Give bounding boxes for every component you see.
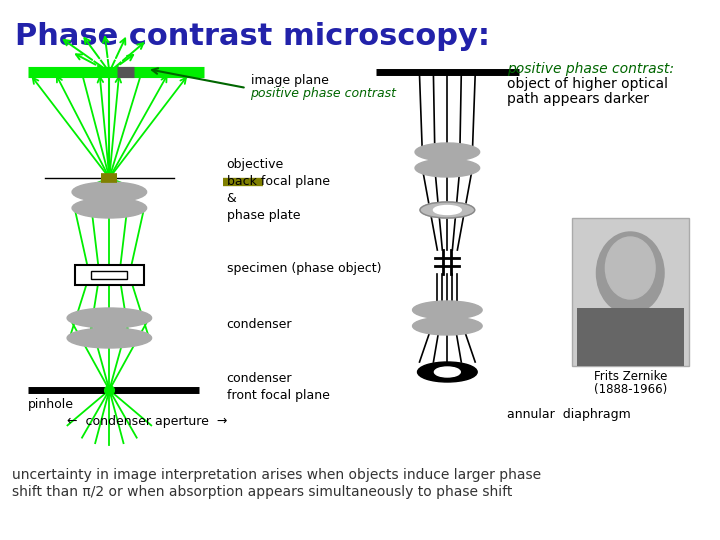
Bar xyxy=(75,265,144,285)
Bar xyxy=(577,308,684,366)
Ellipse shape xyxy=(413,317,482,335)
Ellipse shape xyxy=(67,328,152,348)
Ellipse shape xyxy=(413,301,482,319)
Ellipse shape xyxy=(72,182,147,202)
Text: condenser: condenser xyxy=(227,318,292,331)
Ellipse shape xyxy=(596,232,664,314)
Text: image plane: image plane xyxy=(251,74,328,87)
Text: objective
back focal plane
&
phase plate: objective back focal plane & phase plate xyxy=(227,158,330,222)
Text: (1888-1966): (1888-1966) xyxy=(593,383,667,396)
Bar xyxy=(572,218,689,366)
Text: ←  condenser aperture  →: ← condenser aperture → xyxy=(67,415,228,428)
Text: path appears darker: path appears darker xyxy=(507,92,649,106)
Text: Phase contrast microscopy:: Phase contrast microscopy: xyxy=(15,22,490,51)
Text: specimen (phase object): specimen (phase object) xyxy=(227,262,381,275)
Ellipse shape xyxy=(433,206,462,214)
Ellipse shape xyxy=(418,362,477,382)
Bar xyxy=(91,271,127,279)
Ellipse shape xyxy=(415,159,480,177)
Text: object of higher optical: object of higher optical xyxy=(507,77,668,91)
Text: pinhole: pinhole xyxy=(28,398,74,411)
Text: condenser
front focal plane: condenser front focal plane xyxy=(227,372,330,402)
Ellipse shape xyxy=(67,308,152,328)
Text: positive phase contrast: positive phase contrast xyxy=(251,87,397,100)
Ellipse shape xyxy=(434,367,460,377)
Ellipse shape xyxy=(72,198,147,218)
Text: Frits Zernike: Frits Zernike xyxy=(593,370,667,383)
Text: annular  diaphragm: annular diaphragm xyxy=(507,408,631,421)
Text: positive phase contrast:: positive phase contrast: xyxy=(507,62,674,76)
Ellipse shape xyxy=(415,143,480,161)
Ellipse shape xyxy=(606,237,655,299)
Text: uncertainty in image interpretation arises when objects induce larger phase: uncertainty in image interpretation aris… xyxy=(12,468,541,482)
Text: shift than π/2 or when absorption appears simultaneously to phase shift: shift than π/2 or when absorption appear… xyxy=(12,485,513,499)
Ellipse shape xyxy=(420,202,474,218)
